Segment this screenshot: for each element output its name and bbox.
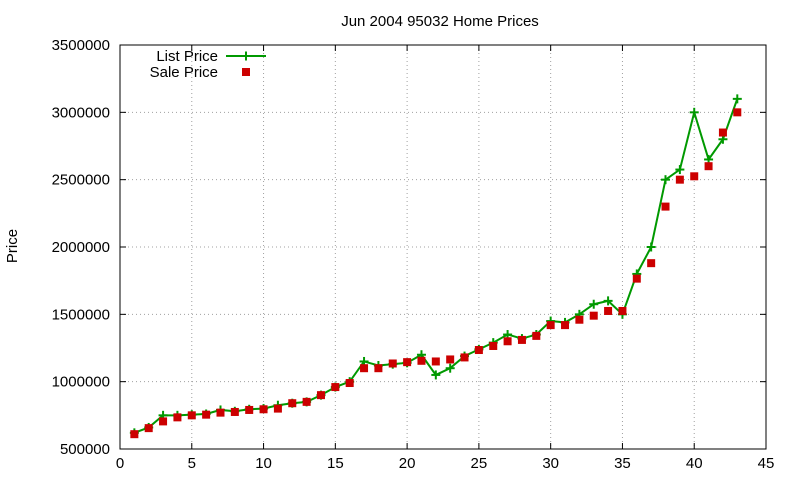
sale-price-point [446,355,455,364]
legend-sale-price-label: Sale Price [150,64,218,81]
sale-price-point [733,108,742,117]
list-price-point [689,107,699,117]
x-tick-label: 40 [686,455,703,472]
sale-price-point [345,379,354,388]
list-price-point [589,299,599,309]
sale-price-point [489,341,498,350]
sale-price-point [690,172,699,181]
list-price-point [732,94,742,104]
x-tick-label: 20 [399,455,416,472]
sale-price-point [546,321,555,330]
plot-frame [119,44,767,450]
x-tick-label: 0 [116,455,124,472]
list-price-point [675,165,685,175]
legend-list-price-label: List Price [156,48,218,65]
sale-price-point [503,337,512,346]
y-tick-label: 500000 [60,441,110,458]
x-tick-label: 35 [614,455,631,472]
sale-price-point [460,353,469,362]
sale-price-point [675,175,684,184]
y-tick-label: 2500000 [52,172,110,189]
x-tick-label: 5 [188,455,196,472]
sale-price-point [259,405,268,414]
list-price-point [445,363,455,373]
sale-price-point [517,335,526,344]
sale-price-point [575,315,584,324]
sale-price-point [202,410,211,419]
x-tick-label: 45 [758,455,775,472]
sale-price-point [331,383,340,392]
y-tick-label: 3000000 [52,104,110,121]
chart-title: Jun 2004 95032 Home Prices [341,13,539,30]
sale-price-point [187,411,196,420]
sale-price-point [618,306,627,315]
x-tick-label: 25 [471,455,488,472]
list-price-point [603,296,613,306]
sale-price-point [245,405,254,414]
sale-price-point [718,128,727,137]
sale-price-point [632,274,641,283]
list-price-point [646,242,656,252]
sale-price-point [647,259,656,268]
sale-price-point [273,404,282,413]
grid-lines [120,45,766,449]
sale-price-point [288,399,297,408]
list-price-point [431,370,441,380]
y-tick-label: 3500000 [52,37,110,54]
sale-price-series [130,108,742,439]
legend-list-price-marker [241,51,251,61]
sale-price-point [316,391,325,400]
sale-price-point [360,364,369,373]
sale-price-point [388,359,397,368]
sale-price-point [173,413,182,422]
sale-price-point [417,356,426,365]
list-price-point [661,175,671,185]
sale-price-point [159,417,168,426]
sale-price-point [216,408,225,417]
y-tick-label: 1000000 [52,374,110,391]
sale-price-point [532,331,541,340]
sale-price-point [604,306,613,315]
list-price-line [134,98,739,434]
x-tick-label: 10 [255,455,272,472]
sale-price-point [589,311,598,320]
sale-price-point [561,321,570,330]
sale-price-point [403,358,412,367]
sale-price-point [431,357,440,366]
y-axis-label: Price [4,229,21,263]
sale-price-point [374,364,383,373]
sale-price-point [144,424,153,433]
sale-price-point [661,202,670,211]
y-tick-label: 2000000 [52,239,110,256]
legend-sale-price-marker [242,68,250,76]
data-series [129,94,742,439]
x-tick-label: 30 [542,455,559,472]
sale-price-point [474,346,483,355]
sale-price-point [130,430,139,439]
axes: 0 5 10 15 20 25 30 35 40 45 500000 1000000 1500000 20… [52,37,775,472]
x-tick-label: 15 [327,455,344,472]
sale-price-point [302,397,311,406]
y-tick-label: 1500000 [52,306,110,323]
sale-price-point [704,162,713,171]
sale-price-point [230,407,239,416]
